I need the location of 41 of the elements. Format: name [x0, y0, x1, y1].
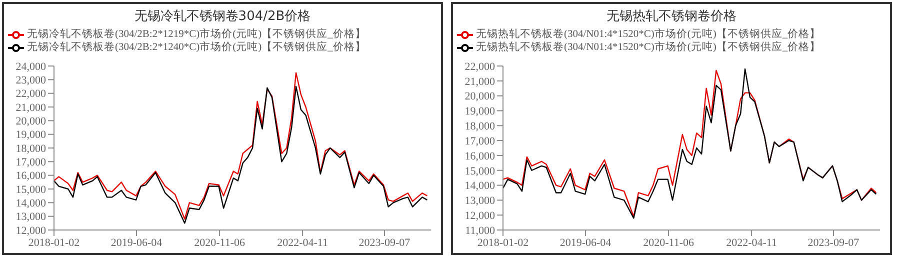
y-tick-label: 21,000 — [464, 76, 496, 88]
legend-label: 无锡冷轧不锈板卷(304/2B:2*1219*C)市场价(元吨)【不锈钢供应_价格】 — [27, 28, 366, 41]
y-tick-label: 20,000 — [16, 116, 46, 128]
chart-title: 无锡冷轧不锈钢卷304/2B价格 — [133, 8, 312, 25]
x-tick-label: 2020-11-06 — [643, 236, 695, 249]
y-tick-label: 24,000 — [16, 60, 46, 73]
legend-label: 无锡热轧不锈板卷(304/N01:4*1520*C)市场价(元吨)【不锈钢供应_价格】 — [476, 28, 821, 41]
y-tick-label: 14,000 — [464, 180, 496, 192]
y-tick-label: 15,000 — [16, 184, 46, 196]
y-tick-label: 22,000 — [464, 60, 496, 73]
y-tick-label: 11,000 — [465, 224, 496, 237]
y-tick-label: 21,000 — [16, 102, 46, 114]
y-tick-label: 18,000 — [16, 142, 46, 155]
y-tick-label: 12,000 — [16, 224, 46, 237]
x-tick-label: 2019-06-04 — [560, 236, 612, 249]
y-tick-label: 15,000 — [464, 165, 496, 178]
y-tick-label: 14,000 — [16, 198, 46, 210]
x-tick-label: 2019-06-04 — [110, 236, 163, 249]
y-tick-label: 20,000 — [464, 90, 496, 103]
legend-label: 无锡冷轧不锈板卷(304/2B:2*1240*C)市场价(元吨)【不锈钢供应_价格】 — [27, 41, 366, 54]
x-tick-label: 2022-04-11 — [726, 236, 778, 249]
y-tick-label: 17,000 — [464, 135, 496, 148]
y-tick-label: 18,000 — [464, 120, 496, 133]
x-tick-label: 2023-09-07 — [808, 236, 860, 249]
y-tick-label: 19,000 — [16, 129, 46, 142]
y-tick-label: 17,000 — [16, 156, 46, 169]
y-tick-label: 12,000 — [464, 210, 496, 222]
x-tick-label: 2018-01-02 — [477, 236, 529, 249]
legend-label: 无锡热轧不锈板卷(304/N01:4*1520*C)市场价(元吨)【不锈钢供应_价格】 — [476, 41, 821, 54]
y-tick-label: 16,000 — [16, 170, 46, 182]
y-tick-label: 16,000 — [464, 150, 496, 162]
y-tick-label: 13,000 — [464, 195, 496, 208]
x-tick-label: 2018-01-02 — [28, 236, 80, 249]
y-tick-label: 13,000 — [16, 211, 46, 224]
y-tick-label: 23,000 — [16, 74, 46, 87]
y-tick-label: 19,000 — [464, 106, 496, 118]
x-tick-label: 2023-09-07 — [358, 236, 411, 249]
chart-title: 无锡热轧不锈钢卷价格 — [606, 8, 738, 25]
y-tick-label: 22,000 — [16, 88, 46, 100]
x-tick-label: 2020-11-06 — [194, 236, 246, 249]
x-tick-label: 2022-04-11 — [277, 236, 328, 249]
